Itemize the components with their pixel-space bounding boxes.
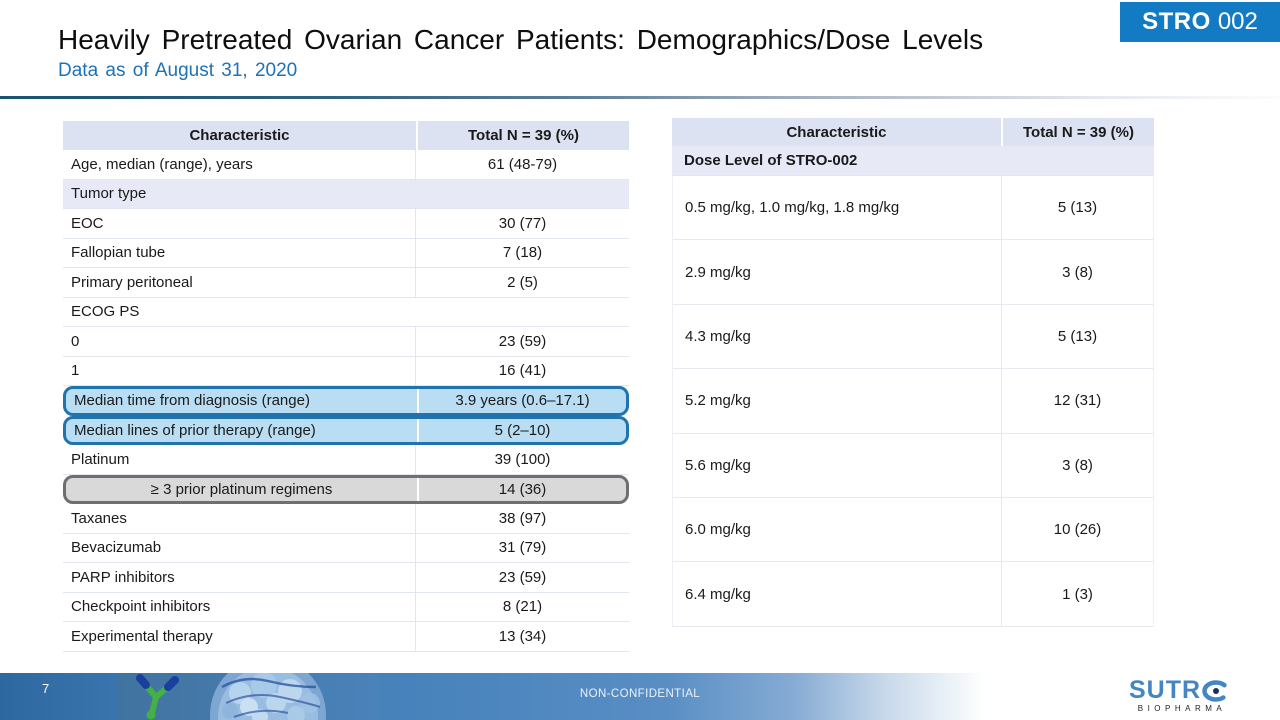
section-label: Tumor type bbox=[71, 185, 147, 203]
row-label: Primary peritoneal bbox=[63, 268, 416, 297]
row-value: 16 (41) bbox=[498, 362, 547, 380]
row-label: PARP inhibitors bbox=[63, 563, 416, 592]
row-value: 1 (3) bbox=[1062, 585, 1093, 603]
dose-section-label: Dose Level of STRO-002 bbox=[684, 152, 858, 169]
column-header-total: Total N = 39 (%) bbox=[1001, 118, 1154, 146]
table-row: Fallopian tube 7 (18) bbox=[63, 238, 629, 268]
table-row: Median time from diagnosis (range) 3.9 ye… bbox=[63, 386, 629, 416]
table-row: 2.9 mg/kg 3 (8) bbox=[673, 240, 1153, 305]
stro-logo-text: STRO bbox=[1142, 8, 1211, 35]
row-label: 4.3 mg/kg bbox=[673, 304, 1002, 369]
row-value: 12 (31) bbox=[1053, 392, 1102, 410]
page-title: Heavily Pretreated Ovarian Cancer Patien… bbox=[58, 24, 984, 55]
table-row: Age, median (range), years 61 (48-79) bbox=[63, 150, 629, 180]
section-label: ECOG PS bbox=[71, 303, 140, 321]
row-label: 6.0 mg/kg bbox=[673, 497, 1002, 562]
page-subtitle: Data as of August 31, 2020 bbox=[58, 60, 298, 81]
table-row: 5.6 mg/kg 3 (8) bbox=[673, 433, 1153, 498]
row-label: 5.2 mg/kg bbox=[673, 369, 1002, 433]
row-label: 2.9 mg/kg bbox=[673, 240, 1002, 304]
row-label: Fallopian tube bbox=[63, 238, 416, 267]
table-row: Primary peritoneal 2 (5) bbox=[63, 268, 629, 298]
row-label: 0 bbox=[63, 327, 416, 356]
row-label: Median lines of prior therapy (range) bbox=[66, 418, 419, 442]
row-value: 7 (18) bbox=[502, 244, 543, 262]
row-label: 5.6 mg/kg bbox=[673, 433, 1002, 497]
row-value: 5 (13) bbox=[1057, 199, 1098, 217]
table-row: EOC 30 (77) bbox=[63, 209, 629, 239]
column-header-characteristic: Characteristic bbox=[189, 127, 290, 144]
table-row: 0.5 mg/kg, 1.0 mg/kg, 1.8 mg/kg 5 (13) bbox=[673, 176, 1153, 241]
table-row: 4.3 mg/kg 5 (13) bbox=[673, 304, 1153, 370]
row-value: 3 (8) bbox=[1062, 263, 1093, 281]
cell-antibody-image bbox=[118, 657, 380, 720]
row-label: EOC bbox=[63, 209, 416, 238]
column-header-total: Total N = 39 (%) bbox=[416, 121, 629, 150]
dose-level-table: Characteristic Total N = 39 (%) Dose Lev… bbox=[672, 118, 1154, 627]
row-value: 30 (77) bbox=[498, 214, 547, 232]
row-label: 6.4 mg/kg bbox=[673, 562, 1002, 626]
dose-table-body: 0.5 mg/kg, 1.0 mg/kg, 1.8 mg/kg 5 (13) 2.9… bbox=[672, 176, 1154, 627]
demographics-table-body: Age, median (range), years 61 (48-79) Tumo… bbox=[63, 150, 629, 652]
row-label: 0.5 mg/kg, 1.0 mg/kg, 1.8 mg/kg bbox=[673, 176, 1002, 240]
table-row: Median lines of prior therapy (range) 5 (… bbox=[63, 415, 629, 445]
table-row: Checkpoint inhibitors 8 (21) bbox=[63, 592, 629, 622]
row-value: 61 (48-79) bbox=[487, 155, 558, 173]
row-label: 1 bbox=[63, 356, 416, 385]
dose-table-header: Characteristic Total N = 39 (%) bbox=[672, 118, 1154, 146]
row-value: 5 (2–10) bbox=[494, 421, 551, 439]
row-value: 23 (59) bbox=[498, 332, 547, 350]
row-value: 3.9 years (0.6–17.1) bbox=[455, 392, 590, 410]
row-value: 38 (97) bbox=[498, 509, 547, 527]
demographics-table: Characteristic Total N = 39 (%) Age, med… bbox=[63, 121, 629, 652]
row-label: Bevacizumab bbox=[63, 533, 416, 562]
table-row: 0 23 (59) bbox=[63, 327, 629, 357]
footer-bar: 7 bbox=[0, 657, 1280, 720]
demographics-table-header: Characteristic Total N = 39 (%) bbox=[63, 121, 629, 150]
stro-logo-number: 002 bbox=[1217, 8, 1258, 35]
row-label: Age, median (range), years bbox=[63, 150, 416, 179]
table-row: Experimental therapy 13 (34) bbox=[63, 622, 629, 652]
sutro-logo-text: SUTR bbox=[1128, 676, 1202, 704]
table-row: Platinum 39 (100) bbox=[63, 445, 629, 475]
table-row: 6.4 mg/kg 1 (3) bbox=[673, 562, 1153, 627]
row-value: 13 (34) bbox=[498, 627, 547, 645]
cell-image-graphic bbox=[118, 657, 380, 720]
row-value: 39 (100) bbox=[494, 450, 551, 468]
row-label: Median time from diagnosis (range) bbox=[66, 389, 419, 413]
row-value: 23 (59) bbox=[498, 568, 547, 586]
row-label: ≥ 3 prior platinum regimens bbox=[66, 477, 419, 501]
table-row: PARP inhibitors 23 (59) bbox=[63, 563, 629, 593]
table-row: ≥ 3 prior platinum regimens 14 (36) bbox=[63, 474, 629, 504]
confidentiality-label: NON-CONFIDENTIAL bbox=[579, 688, 701, 700]
table-row: 5.2 mg/kg 12 (31) bbox=[673, 369, 1153, 434]
row-value: 14 (36) bbox=[498, 480, 547, 498]
stro-002-logo: STRO 002 bbox=[1120, 2, 1280, 42]
sutro-logo-o-icon bbox=[1202, 679, 1230, 702]
row-value: 31 (79) bbox=[498, 539, 547, 557]
page-number: 7 bbox=[42, 681, 50, 696]
column-header-characteristic: Characteristic bbox=[786, 123, 887, 141]
row-value: 8 (21) bbox=[502, 598, 543, 616]
row-value: 3 (8) bbox=[1062, 456, 1093, 474]
sutro-biopharma-logo: SUTR BIOPHARMA bbox=[1112, 678, 1248, 713]
row-label: Checkpoint inhibitors bbox=[63, 592, 416, 621]
section-row: Tumor type bbox=[63, 179, 629, 209]
table-row: Bevacizumab 31 (79) bbox=[63, 533, 629, 563]
antibody-icon bbox=[136, 674, 179, 720]
table-row: 1 16 (41) bbox=[63, 356, 629, 386]
table-row: Taxanes 38 (97) bbox=[63, 504, 629, 534]
dose-section-row: Dose Level of STRO-002 bbox=[672, 146, 1154, 176]
row-label: Experimental therapy bbox=[63, 622, 416, 651]
row-value: 2 (5) bbox=[507, 273, 538, 291]
row-label: Platinum bbox=[63, 445, 416, 474]
table-row: 6.0 mg/kg 10 (26) bbox=[673, 497, 1153, 563]
row-value: 10 (26) bbox=[1053, 521, 1102, 539]
row-value: 5 (13) bbox=[1057, 327, 1098, 345]
header-divider bbox=[0, 96, 1280, 99]
sutro-logo-subtext: BIOPHARMA bbox=[1137, 704, 1227, 713]
section-row: ECOG PS bbox=[63, 298, 629, 327]
row-label: Taxanes bbox=[63, 504, 416, 533]
